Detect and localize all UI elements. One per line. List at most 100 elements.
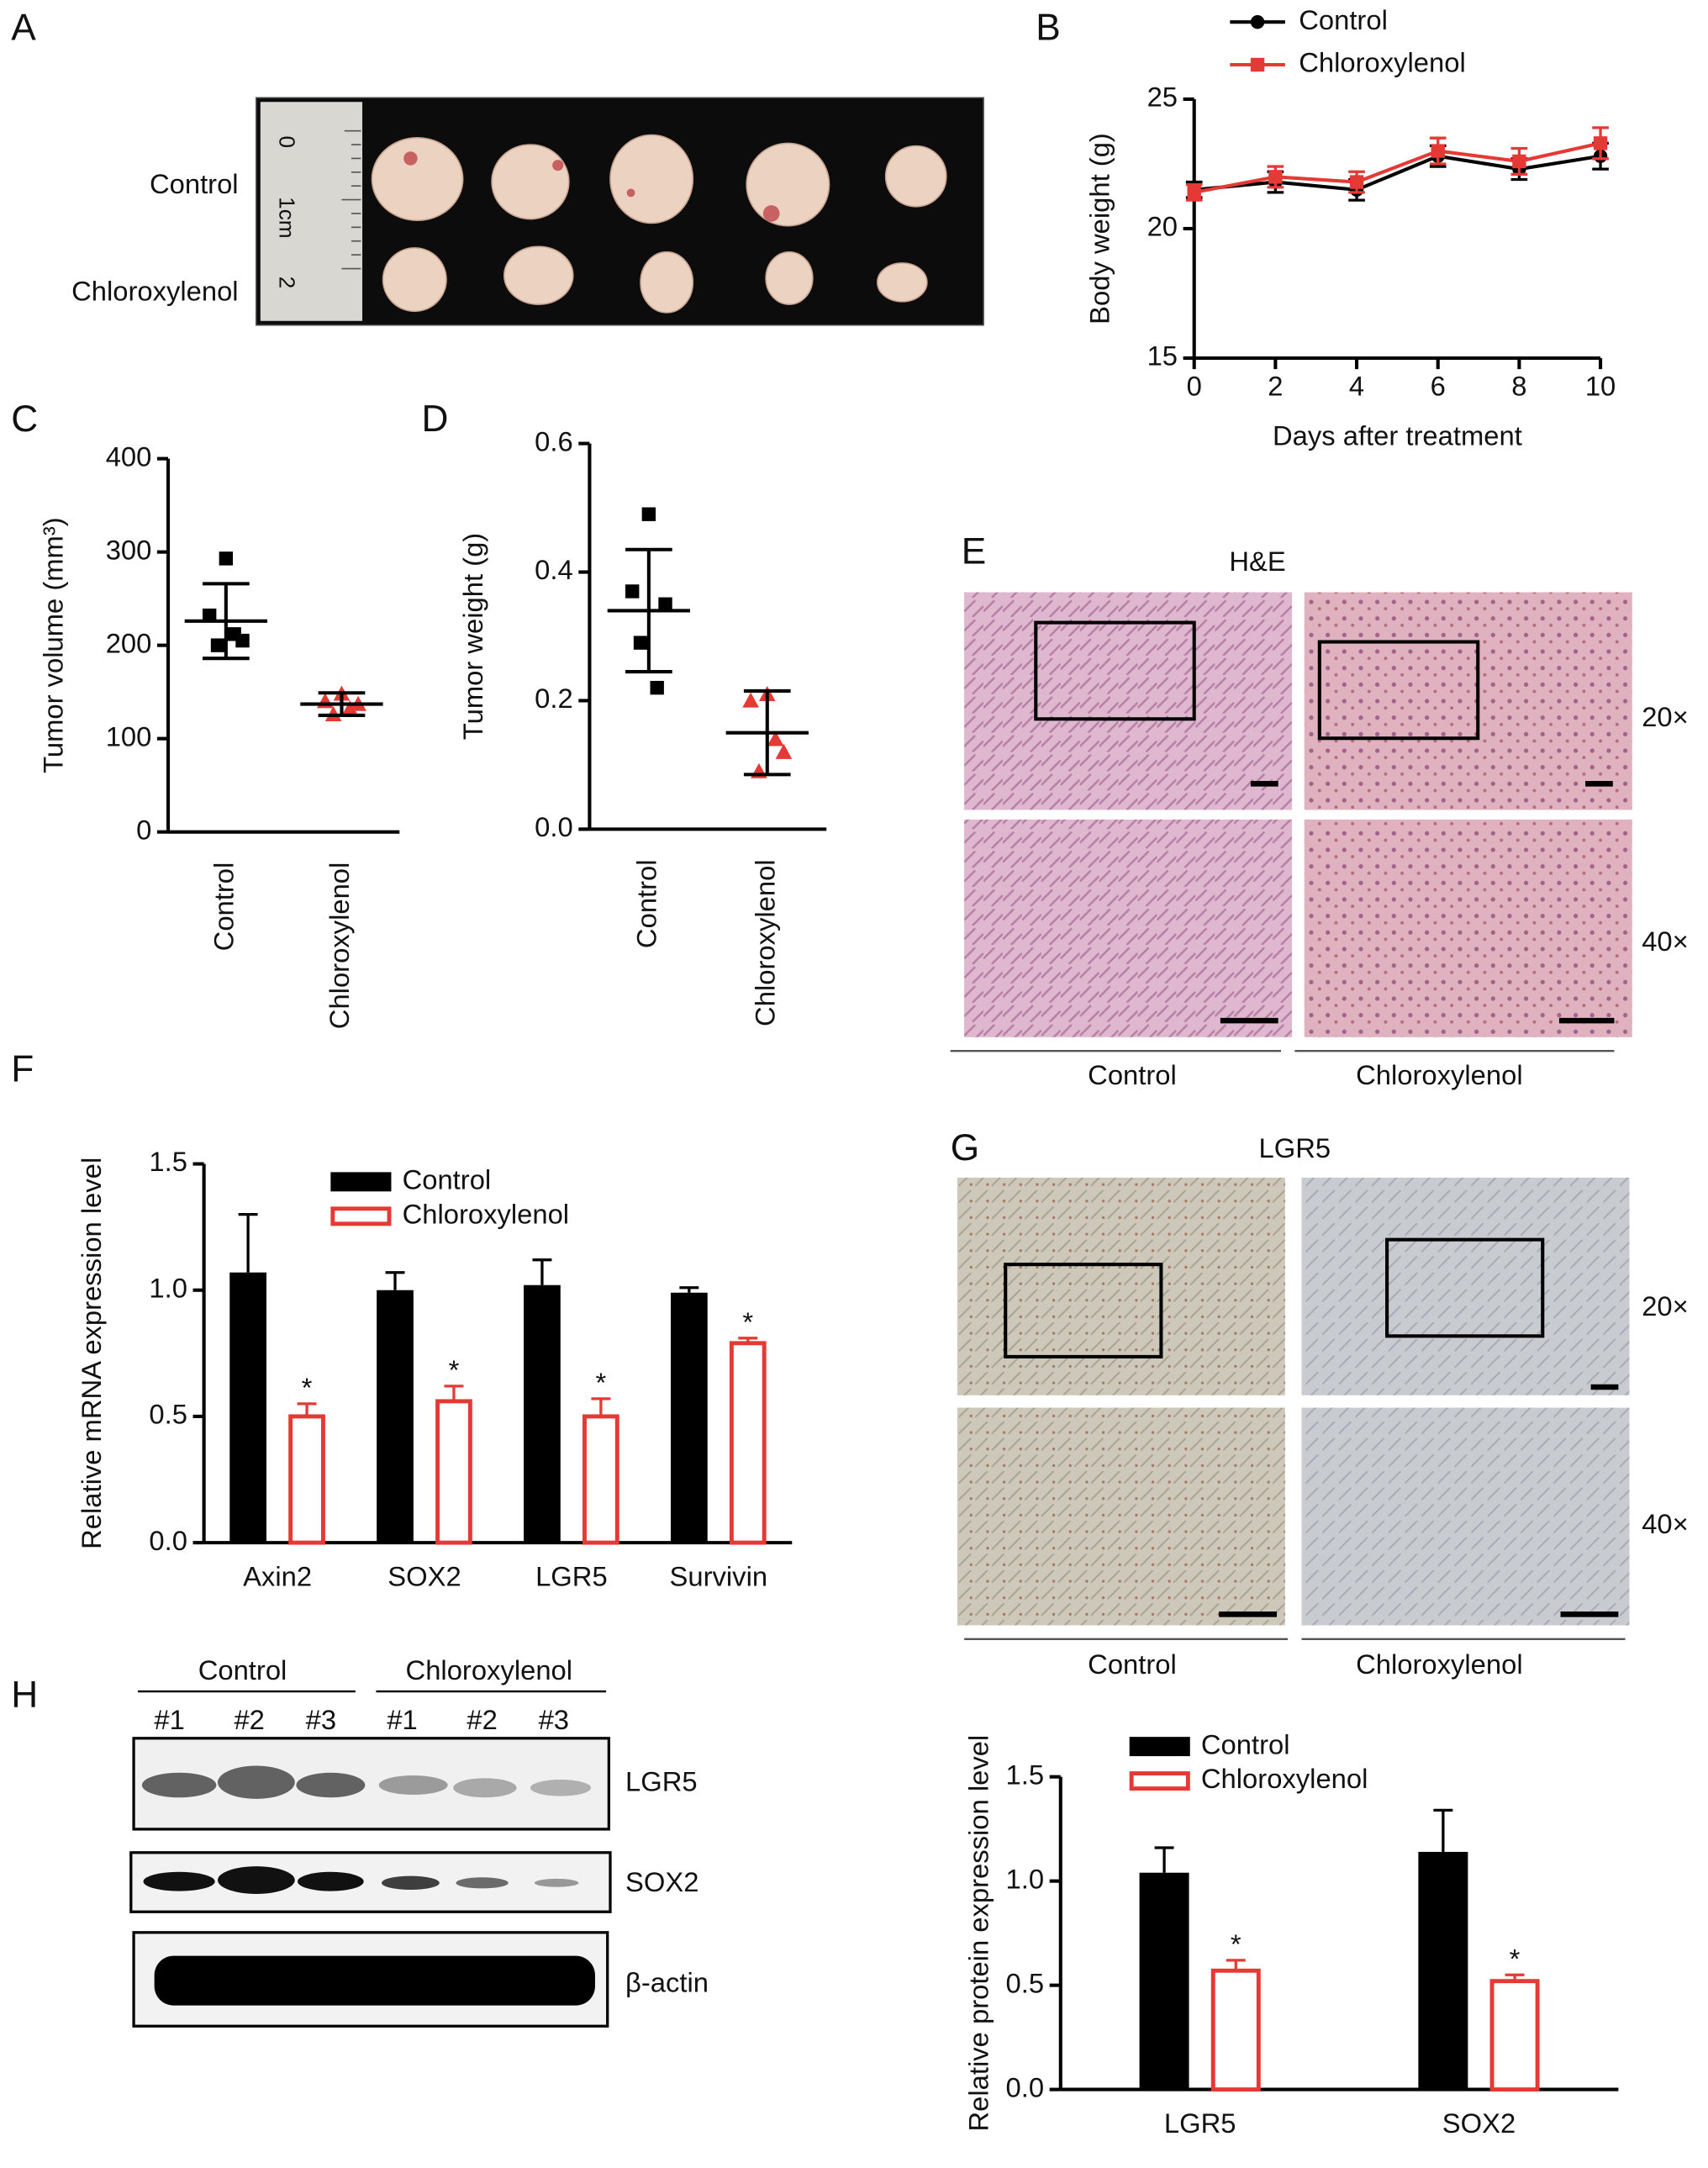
- ruler-label: 2: [274, 277, 299, 289]
- y-axis-title: Relative mRNA expression level: [76, 1158, 107, 1549]
- x-tick-label: Chloroxylenol: [324, 862, 355, 1030]
- y-axis-title: Tumor weight (g): [457, 533, 488, 740]
- magnification-label: 40×: [1642, 926, 1689, 957]
- data-point: [341, 700, 359, 716]
- ihc-micrographs: [957, 1177, 1630, 1641]
- error-bar: [1154, 1846, 1174, 1873]
- error-bar: [444, 1385, 464, 1401]
- western-blot: [129, 1690, 612, 2028]
- y-tick-label: 1.0: [1006, 1863, 1045, 1894]
- y-tick-label: 1.0: [149, 1272, 187, 1303]
- y-tick-label: 25: [1147, 82, 1178, 113]
- error-bar: [591, 1397, 611, 1416]
- x-tick-label: 10: [1585, 371, 1616, 402]
- bar: [524, 1284, 561, 1543]
- y-tick-label: 20: [1147, 211, 1178, 242]
- legend-swatch: [330, 1172, 392, 1192]
- y-tick-label: 300: [106, 534, 152, 565]
- group-label: Chloroxylenol: [1356, 1059, 1523, 1090]
- group-label: Chloroxylenol: [1356, 1648, 1523, 1680]
- x-tick-label: SOX2: [1442, 2107, 1516, 2139]
- data-point: [625, 584, 640, 599]
- x-tick-label: 8: [1511, 371, 1526, 402]
- data-point: [650, 680, 664, 695]
- group-label: Control: [1088, 1059, 1177, 1090]
- y-tick-label: 400: [106, 440, 152, 472]
- bar: [583, 1414, 619, 1545]
- panel-label: B: [1036, 8, 1061, 49]
- bar: [1418, 1851, 1468, 2090]
- x-tick-label: Survivin: [670, 1560, 768, 1591]
- data-point: [658, 597, 672, 611]
- lane-label: #2: [234, 1704, 264, 1735]
- series-line: [1194, 141, 1601, 194]
- row-label: Control: [150, 168, 239, 199]
- error-bar: [679, 1286, 699, 1293]
- legend-marker: [1250, 15, 1265, 29]
- legend-label: Chloroxylenol: [403, 1198, 570, 1229]
- bar: [670, 1292, 708, 1543]
- ruler-label: 1cm: [274, 197, 299, 239]
- y-tick-label: 0.0: [535, 811, 573, 842]
- he-micrographs: [950, 592, 1632, 1052]
- data-point: [633, 636, 648, 650]
- bar: [1139, 1872, 1189, 2090]
- legend-label: Control: [403, 1163, 492, 1195]
- legend-label: Control: [1299, 4, 1388, 35]
- series-line: [1194, 154, 1601, 192]
- panel-label: D: [422, 398, 449, 440]
- legend-marker: [1250, 57, 1265, 72]
- magnification-label: 40×: [1642, 1508, 1689, 1539]
- x-tick-label: Control: [208, 862, 240, 952]
- data-point: [641, 507, 656, 521]
- data-point: [1268, 170, 1283, 184]
- data-point: [316, 693, 334, 709]
- lane-label: #3: [306, 1704, 336, 1735]
- legend-swatch: [330, 1206, 392, 1226]
- legend-label: Chloroxylenol: [1299, 47, 1466, 78]
- data-point: [1349, 175, 1364, 189]
- significance-label: *: [449, 1354, 460, 1385]
- bar: [729, 1341, 767, 1545]
- y-tick-label: 100: [106, 720, 152, 752]
- y-axis-title: Relative protein expression level: [962, 1735, 994, 2132]
- stain-label: LGR5: [1259, 1132, 1331, 1163]
- x-tick-label: Chloroxylenol: [749, 859, 780, 1026]
- panel-label: A: [11, 8, 36, 49]
- significance-label: *: [302, 1372, 313, 1403]
- y-tick-label: 0: [136, 814, 151, 845]
- error-bar: [297, 1402, 317, 1416]
- y-tick-label: 0.0: [1006, 2071, 1045, 2102]
- lane-label: #2: [467, 1704, 497, 1735]
- group-label: Control: [198, 1654, 287, 1685]
- data-point: [742, 692, 759, 708]
- x-axis-title: Days after treatment: [1273, 420, 1522, 451]
- y-axis-title: Tumor volume (mm³): [37, 517, 68, 773]
- bar: [377, 1290, 414, 1543]
- row-label: Chloroxylenol: [71, 276, 239, 307]
- error-bar: [238, 1212, 258, 1273]
- x-tick-label: 4: [1349, 371, 1364, 402]
- data-point: [202, 608, 217, 623]
- x-tick-label: Axin2: [243, 1560, 312, 1591]
- group-label: Chloroxylenol: [406, 1654, 573, 1685]
- data-point: [210, 638, 225, 652]
- data-point: [1593, 136, 1608, 150]
- error-bar: [532, 1258, 552, 1285]
- magnification-label: 20×: [1642, 1290, 1689, 1321]
- y-tick-label: 0.5: [149, 1399, 187, 1430]
- x-tick-label: LGR5: [535, 1560, 608, 1591]
- significance-label: *: [742, 1306, 753, 1337]
- y-tick-label: 1.5: [1006, 1759, 1045, 1790]
- x-tick-label: 0: [1187, 371, 1202, 402]
- significance-label: *: [1231, 1928, 1241, 1960]
- lane-label: #3: [539, 1704, 569, 1735]
- tumor-photo: [256, 97, 984, 326]
- error-bar: [1433, 1808, 1453, 1852]
- panel-label: G: [951, 1127, 979, 1168]
- y-axis-title: Body weight (g): [1084, 133, 1115, 324]
- x-tick-label: Control: [631, 859, 662, 948]
- y-tick-label: 0.4: [535, 554, 573, 585]
- data-point: [767, 731, 784, 746]
